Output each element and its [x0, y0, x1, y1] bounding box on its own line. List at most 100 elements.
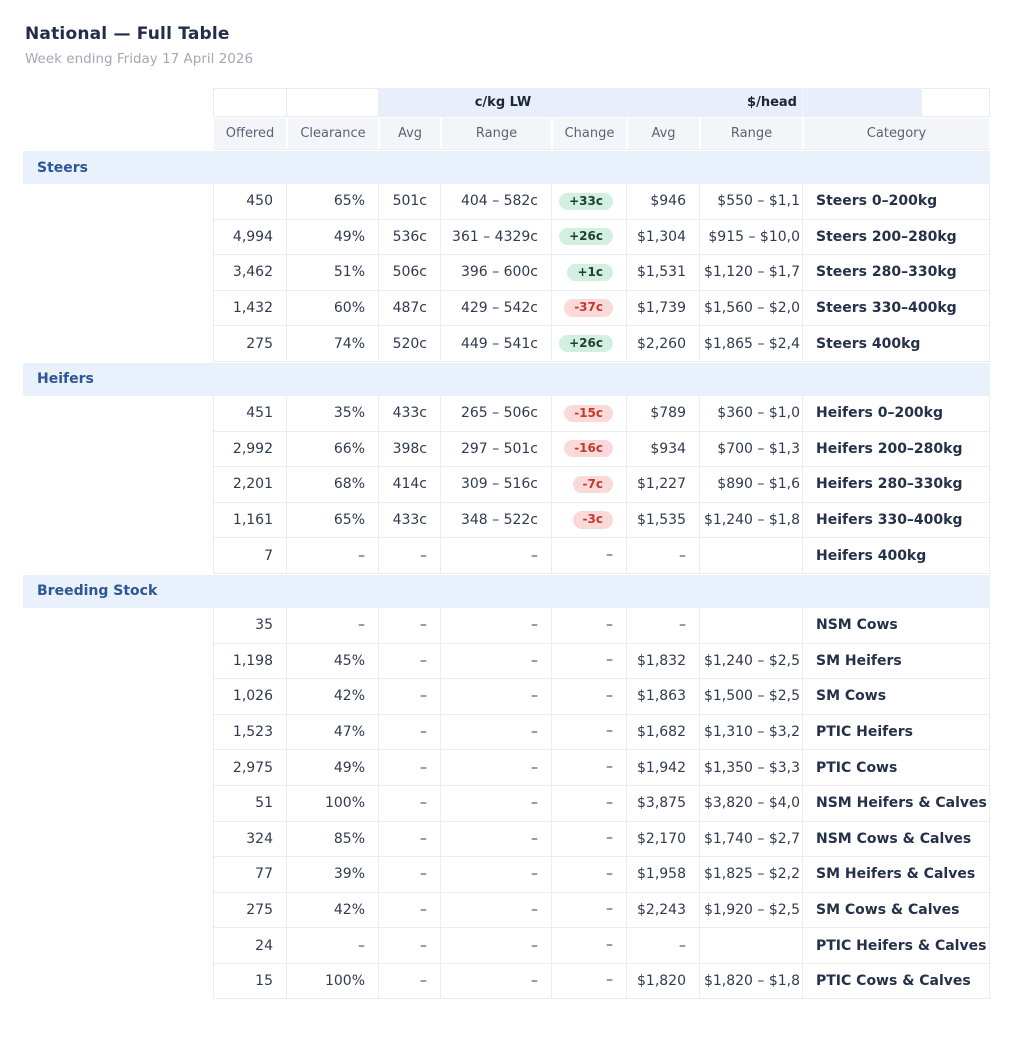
category-cell: Heifers 200–280kg: [803, 431, 990, 468]
table-row: 77 39% – – – $1,958 $1,825 – $2,2 SM Hei…: [23, 857, 990, 893]
change-cell: +33c: [552, 184, 627, 220]
avg-ckg-cell: –: [379, 892, 441, 929]
clearance-cell: 85%: [287, 821, 379, 858]
clearance-cell: 42%: [287, 892, 379, 929]
range-ckg-cell: 396 – 600c: [441, 255, 552, 291]
avg-ckg-cell: –: [379, 785, 441, 822]
clearance-cell: 39%: [287, 857, 379, 893]
range-ckg-cell: –: [441, 607, 552, 644]
avg-head-cell: –: [627, 928, 700, 964]
avg-ckg-cell: –: [379, 679, 441, 715]
category-cell: PTIC Heifers & Calves: [803, 928, 990, 964]
offered-cell: 51: [213, 785, 287, 822]
table-row: 2,992 66% 398c 297 – 501c -16c $934 $700…: [23, 431, 990, 468]
range-head-cell: $1,310 – $3,2: [700, 714, 803, 751]
avg-ckg-cell: 414c: [379, 467, 441, 503]
change-cell: –: [552, 857, 627, 893]
change-badge: +33c: [559, 192, 613, 210]
range-ckg-cell: 265 – 506c: [441, 395, 552, 432]
offered-cell: 451: [213, 395, 287, 432]
change-cell: –: [552, 928, 627, 964]
range-head-cell: $1,240 – $2,5: [700, 643, 803, 680]
group-header-dollars-head: $/head: [627, 88, 803, 117]
column-header-category: Category: [803, 117, 990, 150]
offered-cell: 275: [213, 326, 287, 362]
range-head-cell: $890 – $1,6: [700, 467, 803, 503]
range-ckg-cell: 449 – 541c: [441, 326, 552, 362]
column-header-offered: Offered: [213, 117, 287, 150]
category-cell: Heifers 330–400kg: [803, 502, 990, 539]
clearance-cell: 45%: [287, 643, 379, 680]
change-badge: –: [606, 616, 613, 633]
change-cell: –: [552, 821, 627, 858]
change-badge: –: [606, 936, 613, 953]
range-head-cell: $1,500 – $2,5: [700, 679, 803, 715]
avg-head-cell: $1,304: [627, 219, 700, 256]
row-gutter: [23, 184, 213, 220]
avg-ckg-cell: –: [379, 607, 441, 644]
offered-cell: 324: [213, 821, 287, 858]
offered-cell: 7: [213, 538, 287, 574]
row-gutter: [23, 395, 213, 432]
avg-head-cell: $1,832: [627, 643, 700, 680]
category-cell: Steers 280–330kg: [803, 255, 990, 291]
avg-ckg-cell: –: [379, 750, 441, 786]
offered-cell: 2,992: [213, 431, 287, 468]
table-row: 451 35% 433c 265 – 506c -15c $789 $360 –…: [23, 395, 990, 432]
clearance-cell: 65%: [287, 502, 379, 539]
row-gutter: [23, 467, 213, 503]
clearance-cell: 51%: [287, 255, 379, 291]
category-cell: PTIC Cows: [803, 750, 990, 786]
change-badge: –: [606, 865, 613, 882]
offered-cell: 275: [213, 892, 287, 929]
avg-ckg-cell: –: [379, 714, 441, 751]
range-ckg-cell: –: [441, 679, 552, 715]
range-head-cell: $3,820 – $4,0: [700, 785, 803, 822]
clearance-cell: 49%: [287, 750, 379, 786]
row-gutter: [23, 679, 213, 715]
change-badge: -37c: [564, 299, 613, 317]
row-gutter: [23, 326, 213, 362]
avg-ckg-cell: 501c: [379, 184, 441, 220]
clearance-cell: 66%: [287, 431, 379, 468]
group-header-ckg-lw: c/kg LW: [379, 88, 627, 117]
change-cell: +1c: [552, 255, 627, 291]
clearance-cell: 100%: [287, 963, 379, 1000]
clearance-cell: 68%: [287, 467, 379, 503]
group-header-row: c/kg LW $/head: [23, 88, 990, 117]
change-cell: –: [552, 750, 627, 786]
row-gutter: [23, 502, 213, 539]
clearance-cell: 42%: [287, 679, 379, 715]
change-badge: –: [606, 830, 613, 847]
row-gutter: [23, 643, 213, 680]
offered-cell: 3,462: [213, 255, 287, 291]
clearance-cell: 47%: [287, 714, 379, 751]
avg-head-cell: $1,682: [627, 714, 700, 751]
category-cell: NSM Cows: [803, 607, 990, 644]
range-ckg-cell: –: [441, 643, 552, 680]
offered-cell: 35: [213, 607, 287, 644]
column-header-clearance: Clearance: [287, 117, 379, 150]
row-gutter: [23, 255, 213, 291]
category-cell: Heifers 0–200kg: [803, 395, 990, 432]
change-badge: –: [606, 546, 613, 563]
change-badge: –: [606, 794, 613, 811]
range-ckg-cell: –: [441, 538, 552, 574]
table-row: 3,462 51% 506c 396 – 600c +1c $1,531 $1,…: [23, 255, 990, 291]
page-title: National — Full Table: [25, 24, 230, 44]
table-row: 1,161 65% 433c 348 – 522c -3c $1,535 $1,…: [23, 502, 990, 539]
range-head-cell: [700, 538, 803, 574]
category-cell: Heifers 280–330kg: [803, 467, 990, 503]
category-cell: Steers 0–200kg: [803, 184, 990, 220]
avg-head-cell: $1,942: [627, 750, 700, 786]
category-cell: Heifers 400kg: [803, 538, 990, 574]
category-cell: PTIC Cows & Calves: [803, 963, 990, 1000]
change-cell: –: [552, 785, 627, 822]
change-badge: –: [606, 901, 613, 918]
change-cell: +26c: [552, 326, 627, 362]
column-header-range-head: Range: [700, 117, 803, 150]
range-head-cell: $1,560 – $2,0: [700, 290, 803, 327]
range-head-cell: $1,350 – $3,3: [700, 750, 803, 786]
category-cell: NSM Cows & Calves: [803, 821, 990, 858]
avg-ckg-cell: 487c: [379, 290, 441, 327]
